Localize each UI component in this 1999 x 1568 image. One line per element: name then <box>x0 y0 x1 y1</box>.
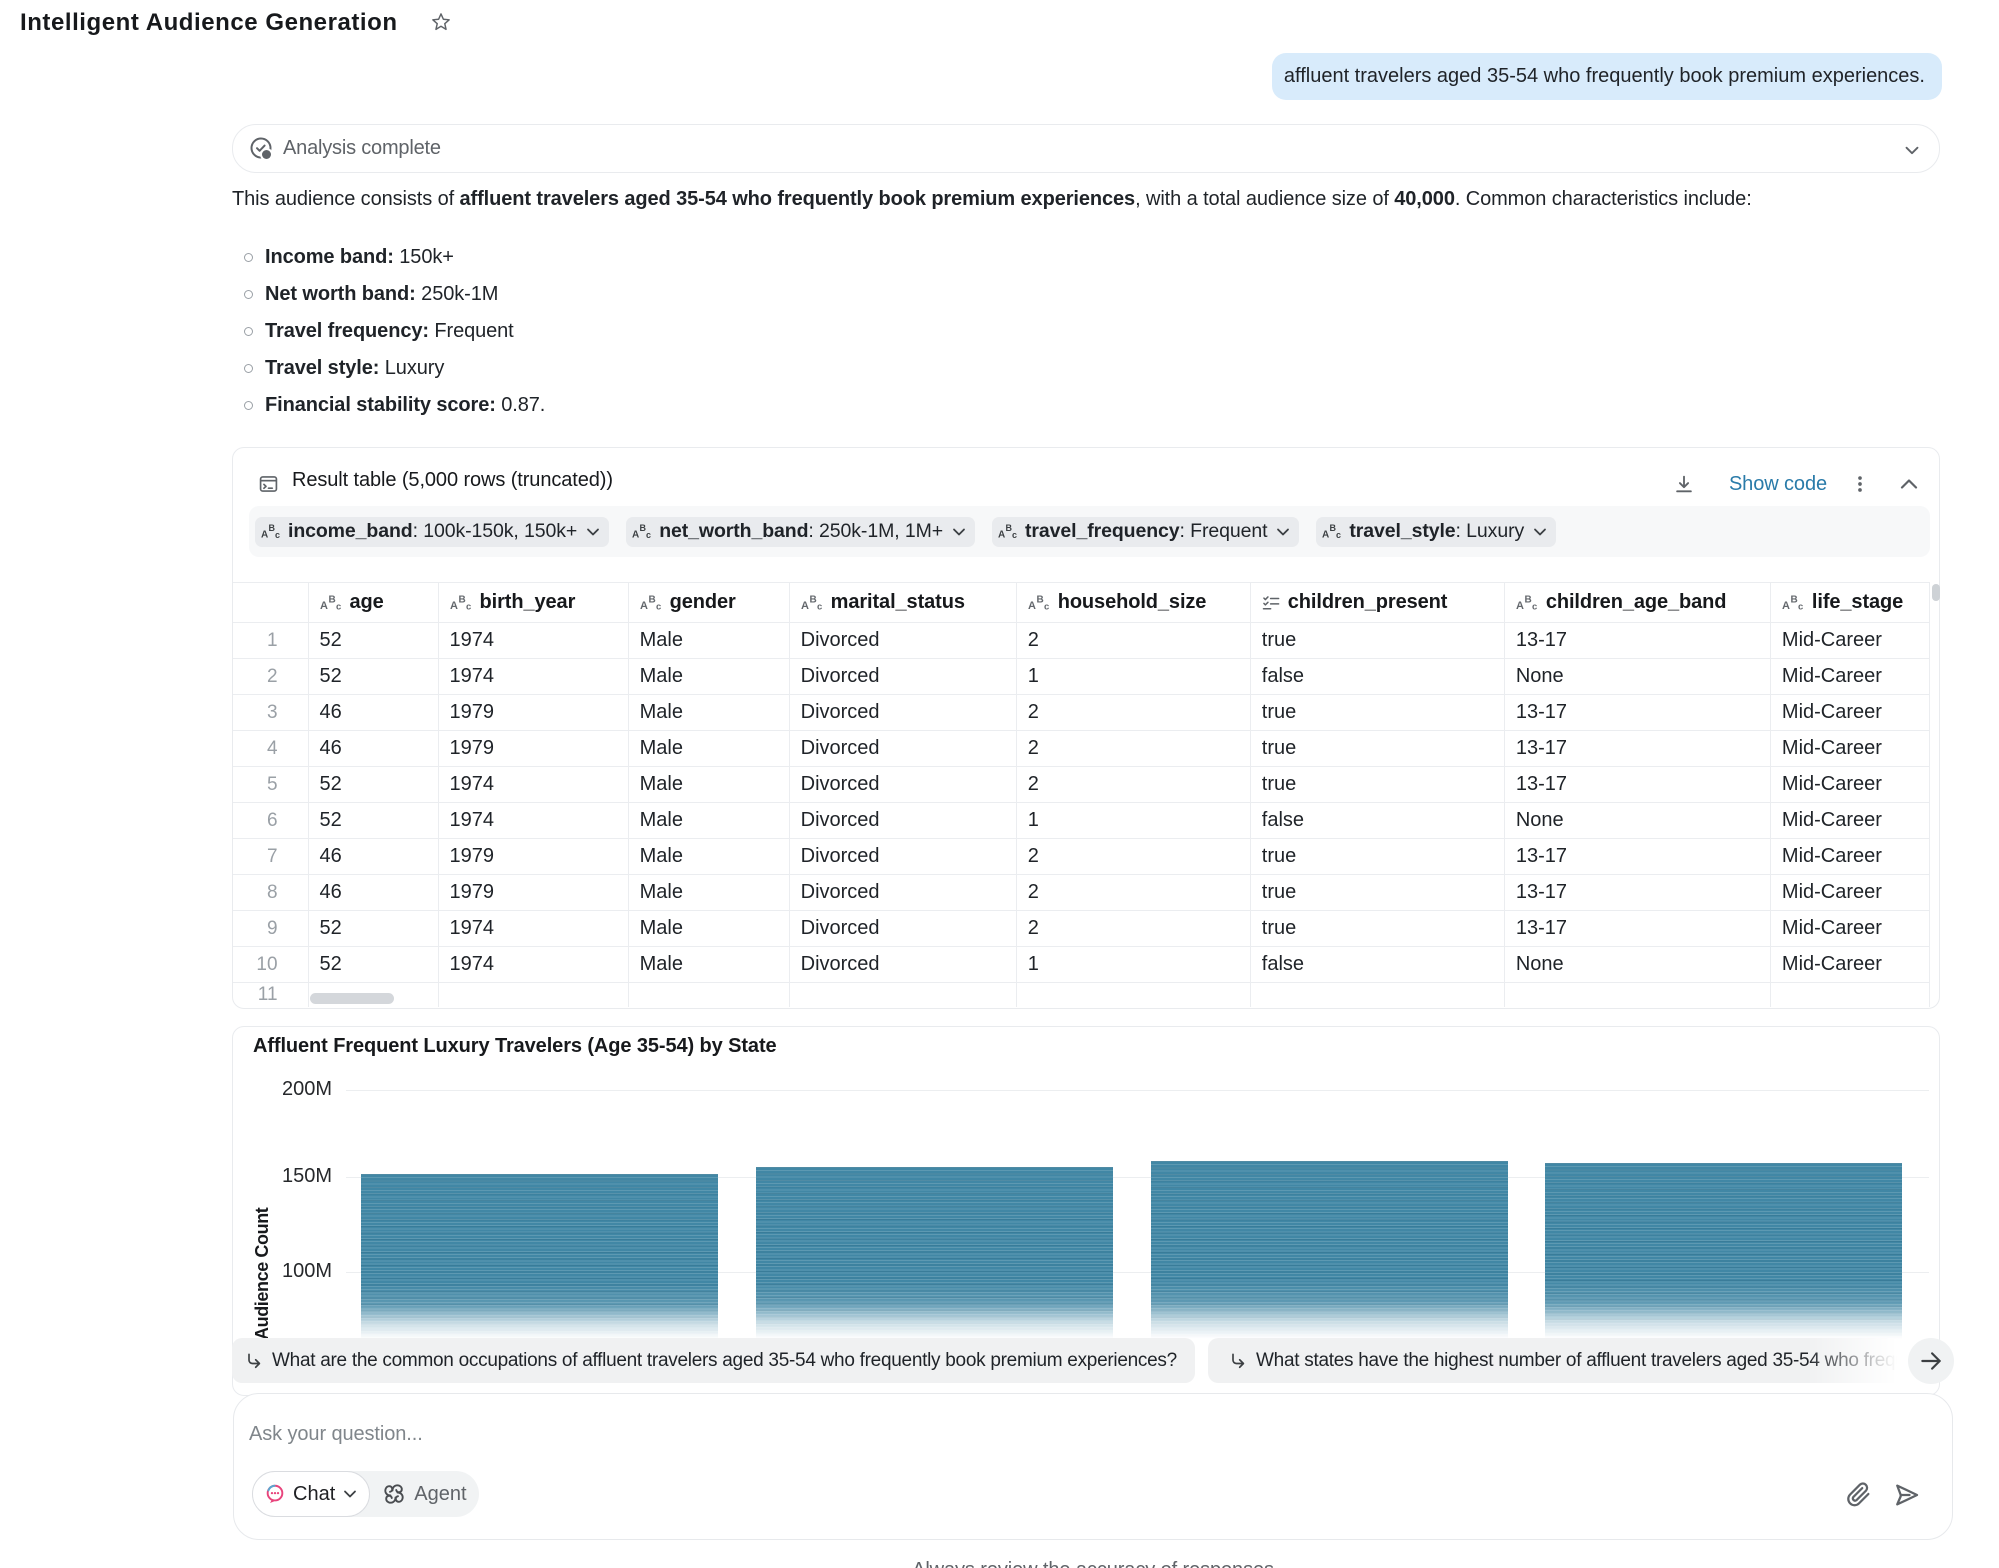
svg-text:A: A <box>640 600 648 612</box>
svg-text:A: A <box>1028 600 1036 612</box>
svg-text:c: c <box>466 601 471 612</box>
svg-text:A: A <box>261 530 268 541</box>
svg-text:A: A <box>450 600 458 612</box>
svg-text:B: B <box>1524 594 1531 605</box>
svg-text:A: A <box>801 600 809 612</box>
svg-text:c: c <box>1798 601 1803 612</box>
svg-text:B: B <box>328 594 335 605</box>
svg-text:B: B <box>1036 594 1043 605</box>
svg-text:A: A <box>1782 600 1790 612</box>
svg-text:c: c <box>1044 601 1049 612</box>
svg-text:c: c <box>1532 601 1537 612</box>
svg-text:A: A <box>1516 600 1524 612</box>
svg-text:c: c <box>656 601 661 612</box>
svg-text:A: A <box>1322 530 1329 541</box>
svg-text:B: B <box>648 594 655 605</box>
svg-text:B: B <box>809 594 816 605</box>
svg-text:c: c <box>817 601 822 612</box>
svg-text:B: B <box>1006 523 1013 533</box>
svg-text:c: c <box>336 601 341 612</box>
svg-text:c: c <box>1012 530 1017 540</box>
svg-text:B: B <box>640 523 647 533</box>
svg-text:A: A <box>998 530 1005 541</box>
svg-text:A: A <box>320 600 328 612</box>
svg-text:A: A <box>632 530 639 541</box>
svg-text:c: c <box>1336 530 1341 540</box>
svg-text:B: B <box>1790 594 1797 605</box>
svg-text:c: c <box>646 530 651 540</box>
svg-text:B: B <box>458 594 465 605</box>
svg-text:B: B <box>1330 523 1337 533</box>
svg-text:B: B <box>269 523 276 533</box>
svg-text:c: c <box>275 530 280 540</box>
